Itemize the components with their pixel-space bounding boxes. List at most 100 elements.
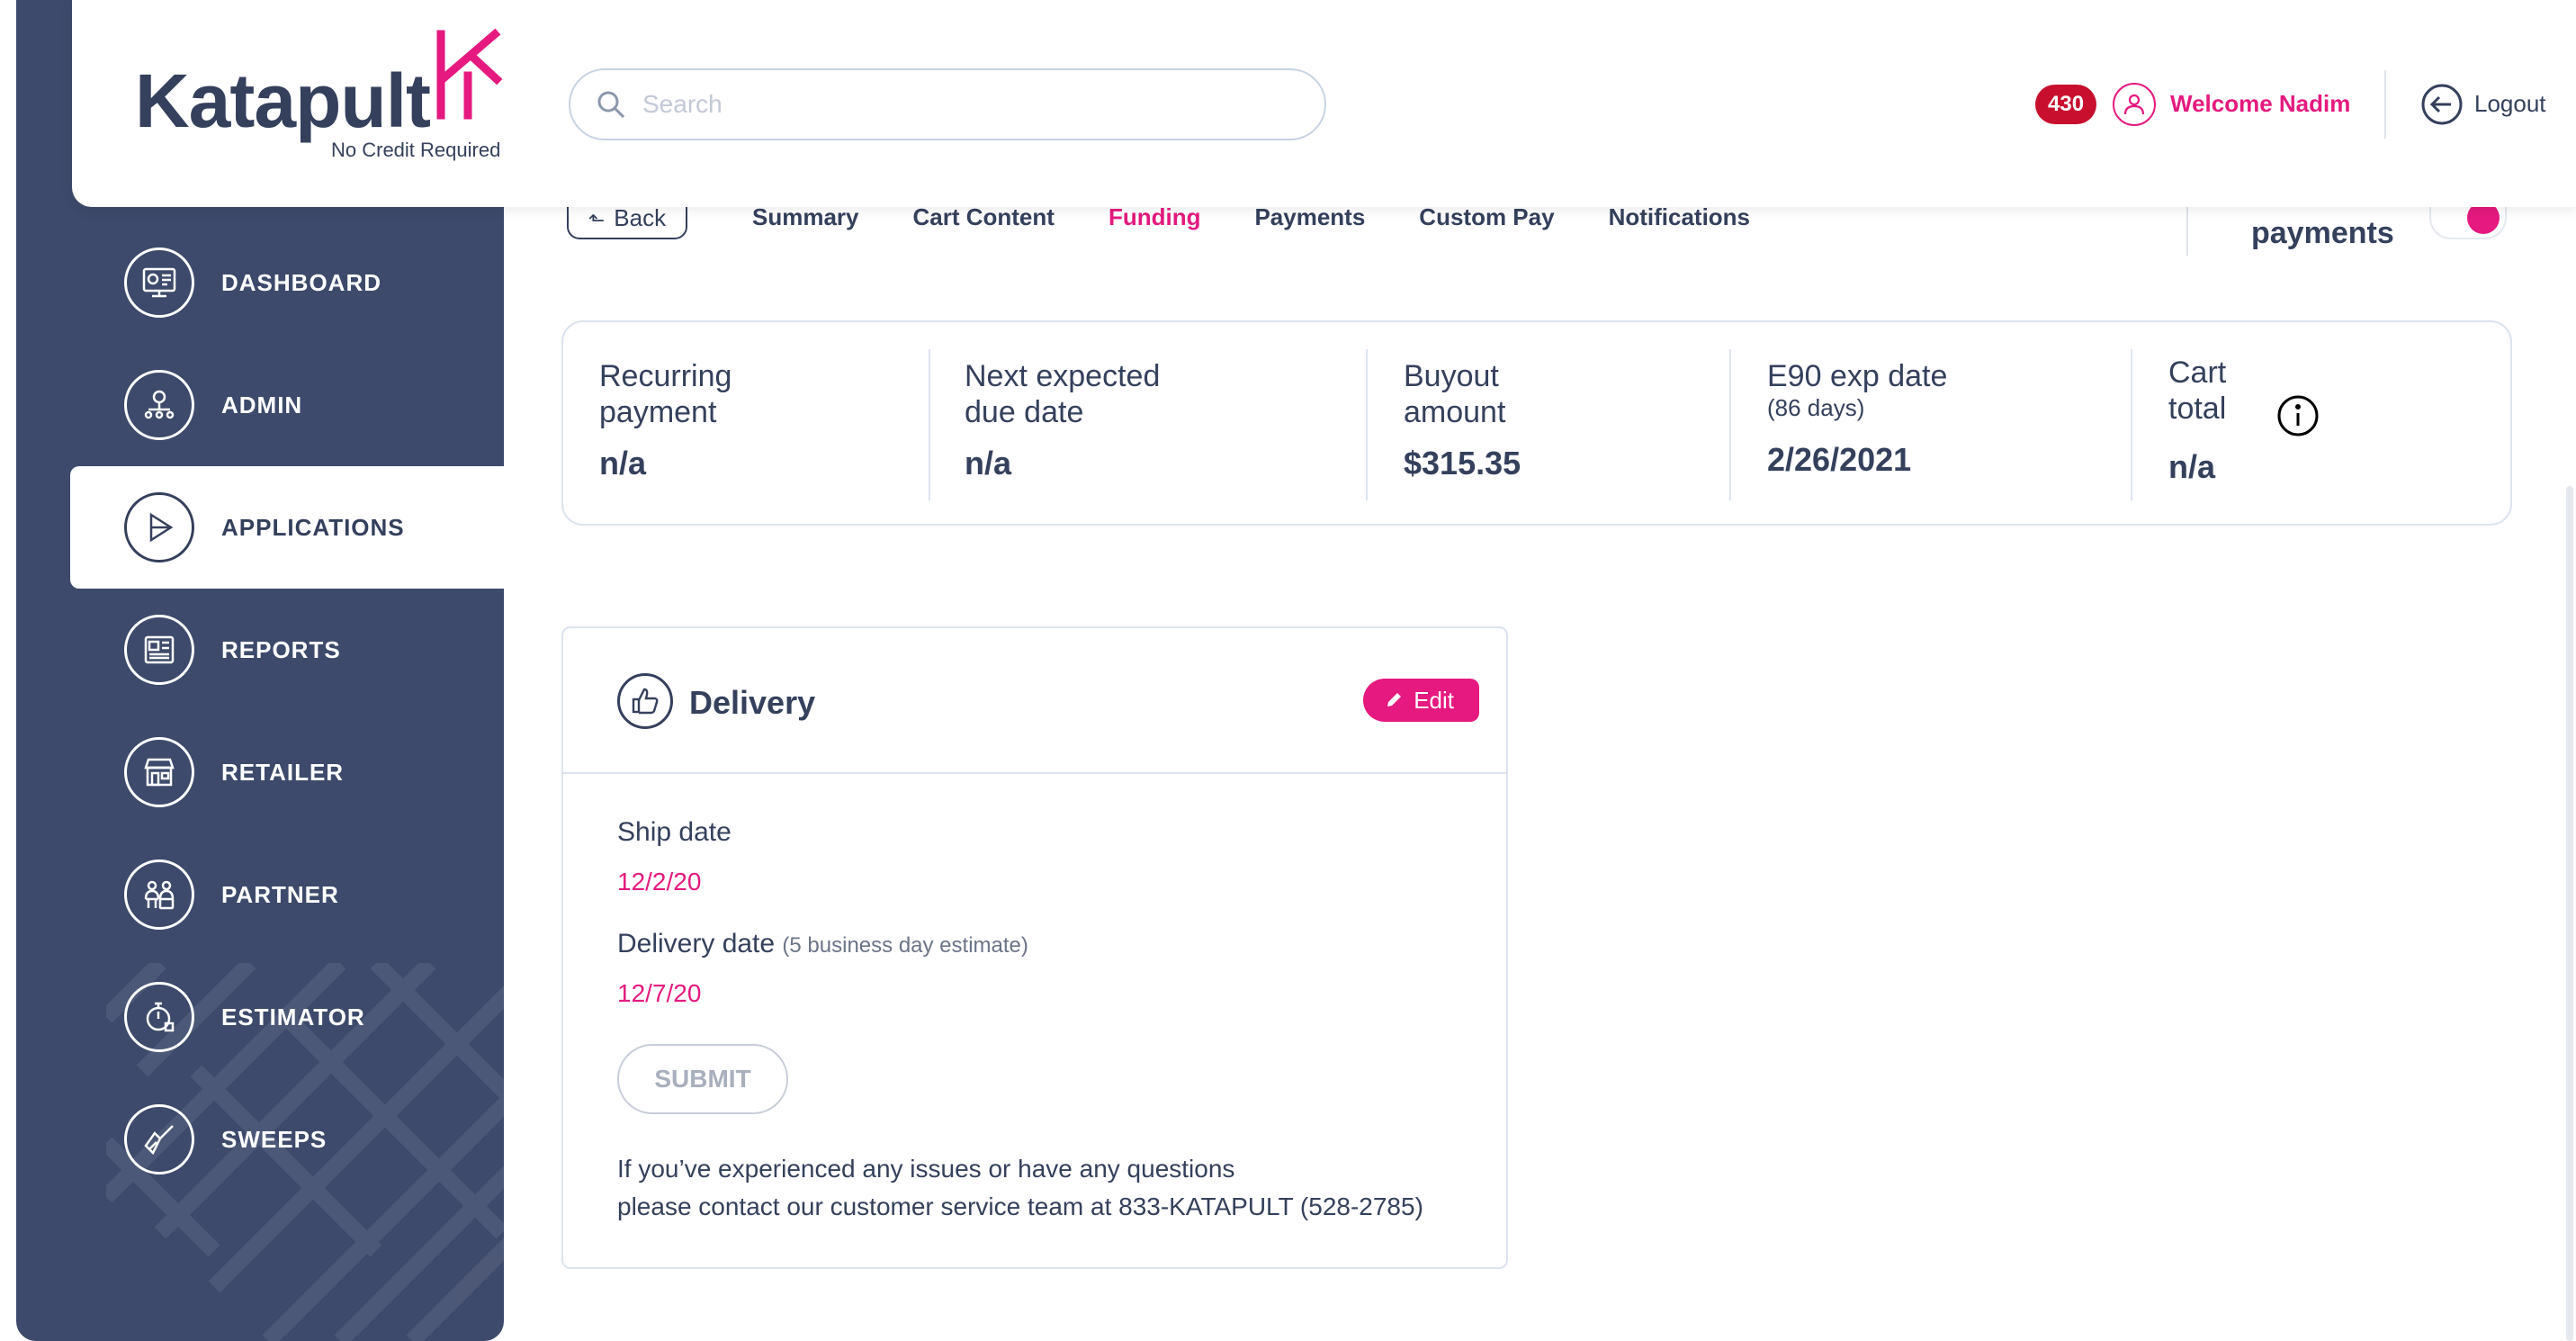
sidebar-item-label: ESTIMATOR (221, 1003, 365, 1030)
e90-exp-date-label: E90 exp date (1767, 359, 1948, 393)
sidebar-item-label: REPORTS (221, 635, 341, 663)
summary-divider (929, 349, 930, 500)
sidebar-item-label: PARTNER (221, 880, 339, 908)
back-arrow-icon: ⬑ (588, 209, 606, 231)
tab-payments[interactable]: Payments (1254, 203, 1366, 230)
next-due-date-label-1: Next expected (965, 359, 1161, 393)
broom-icon (124, 1104, 194, 1174)
next-due-date-value: n/a (965, 445, 1012, 482)
store-icon (124, 737, 194, 807)
tab-custom-pay[interactable]: Custom Pay (1419, 203, 1555, 230)
sidebar-item-label: DASHBOARD (221, 268, 381, 296)
tab-cart-content[interactable]: Cart Content (912, 203, 1055, 230)
logo-wordmark: Katapult (135, 58, 431, 143)
recurring-payment-value: n/a (599, 445, 647, 482)
buyout-amount-block: Buyout amount $315.35 (1404, 358, 1521, 482)
sidebar-item-estimator[interactable]: ESTIMATOR (16, 956, 504, 1078)
pencil-icon (1387, 693, 1402, 706)
tab-funding[interactable]: Funding (1108, 203, 1201, 230)
cart-total-block: Cart total n/a (2168, 355, 2227, 485)
summary-divider (1366, 349, 1368, 500)
play-icon (124, 492, 194, 562)
delivery-date-label: Delivery date (5 business day estimate) (617, 929, 1028, 959)
toggle-knob (2467, 202, 2500, 234)
sidebar-item-label: RETAILER (221, 758, 345, 786)
sidebar-item-retailer[interactable]: RETAILER (16, 711, 504, 833)
edit-label: Edit (1414, 687, 1454, 714)
reports-icon (124, 615, 194, 685)
page-scrollbar[interactable] (2566, 486, 2573, 1341)
sidebar-item-reports[interactable]: REPORTS (16, 589, 504, 711)
katapult-logo[interactable]: Katapult No Credit Required (135, 25, 504, 169)
contact-info: If you’ve experienced any issues or have… (617, 1150, 1423, 1226)
logo-k-mark-icon (436, 28, 503, 120)
delivery-title: Delivery (689, 684, 816, 721)
welcome-user-link[interactable]: Welcome Nadim (2170, 90, 2351, 117)
search-input[interactable] (642, 90, 1290, 119)
buyout-amount-label-2: amount (1404, 395, 1506, 429)
logout-link[interactable]: Logout (2474, 90, 2546, 117)
cart-total-label-2: total (2168, 392, 2227, 426)
payments-toggle-label: payments (2251, 216, 2394, 250)
recurring-payment-label-2: payment (599, 395, 717, 429)
next-due-date-label-2: due date (965, 395, 1084, 429)
application-tabs: Summary Cart Content Funding Payments Cu… (752, 203, 1804, 231)
sidebar-item-label: ADMIN (221, 391, 303, 418)
edit-button[interactable]: Edit (1363, 679, 1479, 722)
tab-notifications[interactable]: Notifications (1608, 203, 1751, 230)
header: Katapult No Credit Required 430 Welcome … (72, 0, 2576, 207)
e90-exp-date-value: 2/26/2021 (1767, 441, 1912, 478)
user-avatar-icon[interactable] (2113, 83, 2156, 126)
e90-days-remaining: (86 days) (1767, 394, 1865, 421)
e90-exp-date-block: E90 exp date (86 days) 2/26/2021 (1767, 358, 1948, 478)
stopwatch-icon (124, 982, 194, 1052)
header-divider (2384, 70, 2386, 139)
search-bar[interactable] (569, 68, 1326, 140)
sidebar-item-admin[interactable]: ADMIN (16, 344, 504, 466)
sidebar-item-partner[interactable]: PARTNER (16, 833, 504, 956)
delivery-card: Delivery Edit Ship date 12/2/20 Delivery… (561, 626, 1508, 1269)
sidebar-pattern (106, 963, 504, 1341)
contact-line-2: please contact our customer service team… (617, 1192, 1423, 1220)
recurring-payment-label-1: Recurring (599, 359, 732, 393)
logout-icon[interactable] (2420, 83, 2464, 126)
delivery-date-hint: (5 business day estimate) (782, 933, 1028, 958)
notification-count-badge[interactable]: 430 (2035, 85, 2097, 124)
ship-date-value[interactable]: 12/2/20 (617, 868, 702, 896)
submit-button[interactable]: SUBMIT (617, 1044, 788, 1114)
summary-divider (2131, 349, 2132, 500)
payments-toggle[interactable] (2429, 196, 2507, 239)
sidebar-item-sweeps[interactable]: SWEEPS (16, 1078, 504, 1201)
delivery-date-value[interactable]: 12/7/20 (617, 979, 702, 1007)
search-icon (597, 91, 625, 119)
sidebar-nav: DASHBOARD ADMIN APPLICATIONS REPORTS (16, 221, 504, 1201)
back-label: Back (614, 204, 667, 231)
buyout-amount-value: $315.35 (1404, 445, 1521, 482)
sidebar-item-dashboard[interactable]: DASHBOARD (16, 221, 504, 344)
dashboard-icon (124, 248, 194, 318)
sidebar-item-label: APPLICATIONS (221, 513, 405, 541)
info-icon[interactable] (2276, 394, 2320, 437)
thumbs-up-icon (617, 673, 673, 729)
admin-icon (124, 370, 194, 440)
cart-total-value: n/a (2168, 448, 2216, 485)
back-button[interactable]: ⬑ Back (567, 196, 687, 239)
ship-date-label: Ship date (617, 817, 732, 847)
buyout-amount-label-1: Buyout (1404, 359, 1499, 393)
next-due-date-block: Next expected due date n/a (965, 358, 1161, 482)
delivery-card-header: Delivery Edit (563, 628, 1506, 774)
contact-line-1: If you’ve experienced any issues or have… (617, 1155, 1235, 1183)
summary-card: Recurring payment n/a Next expected due … (561, 320, 2512, 526)
delivery-date-label-text: Delivery date (617, 929, 776, 958)
logo-tagline: No Credit Required (331, 139, 501, 161)
cart-total-label-1: Cart (2168, 356, 2227, 390)
sidebar-item-label: SWEEPS (221, 1125, 328, 1153)
sidebar: DASHBOARD ADMIN APPLICATIONS REPORTS (16, 0, 504, 1341)
recurring-payment-block: Recurring payment n/a (599, 358, 732, 482)
subnav-divider (2186, 196, 2188, 256)
tab-summary[interactable]: Summary (752, 203, 859, 230)
sidebar-item-applications[interactable]: APPLICATIONS (70, 466, 504, 589)
partner-icon (124, 860, 194, 930)
summary-divider (1729, 349, 1731, 500)
